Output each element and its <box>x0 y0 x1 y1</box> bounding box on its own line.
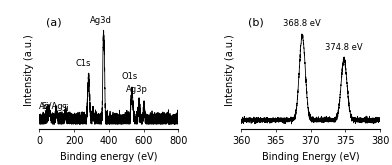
Text: (a): (a) <box>46 17 62 27</box>
Y-axis label: Intensity (a.u.): Intensity (a.u.) <box>225 34 236 106</box>
X-axis label: Binding energy (eV): Binding energy (eV) <box>60 152 158 162</box>
Y-axis label: Intensity (a.u.): Intensity (a.u.) <box>24 34 34 106</box>
Text: Si/Ag: Si/Ag <box>42 102 63 111</box>
Text: O1s: O1s <box>121 72 138 81</box>
Text: 368.8 eV: 368.8 eV <box>283 19 321 28</box>
Text: 374.8 eV: 374.8 eV <box>325 43 363 52</box>
Text: (b): (b) <box>248 17 264 27</box>
X-axis label: Binding Energy (eV): Binding Energy (eV) <box>262 152 359 162</box>
Text: C1s: C1s <box>76 59 91 68</box>
Text: Ag3d: Ag3d <box>90 16 112 25</box>
Text: Ag: Ag <box>39 102 50 111</box>
Text: Ag3p: Ag3p <box>126 85 148 94</box>
Text: Si: Si <box>61 104 69 113</box>
